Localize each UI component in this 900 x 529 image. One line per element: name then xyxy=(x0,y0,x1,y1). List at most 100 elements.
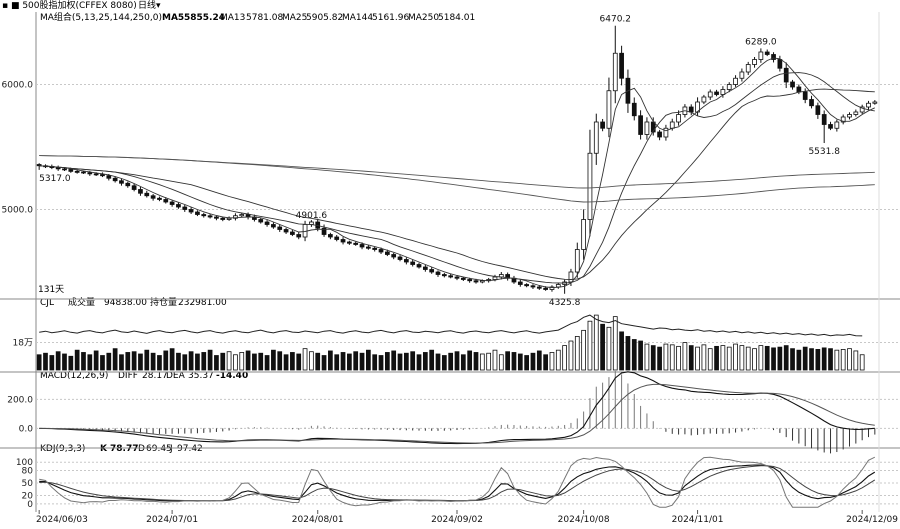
candlestick[interactable] xyxy=(334,236,340,240)
candlestick[interactable] xyxy=(600,121,605,129)
candlestick[interactable] xyxy=(549,286,555,290)
volume-bar[interactable] xyxy=(631,339,637,371)
candlestick[interactable] xyxy=(258,219,264,223)
candlestick[interactable] xyxy=(771,54,776,60)
volume-bar[interactable] xyxy=(131,351,137,371)
candlestick[interactable] xyxy=(220,217,226,220)
candlestick[interactable] xyxy=(479,280,485,283)
volume-bar[interactable] xyxy=(625,336,631,371)
candlestick[interactable] xyxy=(536,286,542,289)
candlestick[interactable] xyxy=(714,91,719,95)
volume-bar[interactable] xyxy=(283,354,289,371)
candlestick[interactable] xyxy=(277,226,283,230)
volume-bar[interactable] xyxy=(62,353,67,371)
candlestick[interactable] xyxy=(36,164,42,167)
candlestick[interactable] xyxy=(422,266,428,270)
volume-bar[interactable] xyxy=(676,345,681,371)
candlestick[interactable] xyxy=(574,249,580,273)
volume-bar[interactable] xyxy=(663,343,669,371)
volume-bar[interactable] xyxy=(258,352,264,371)
volume-bar[interactable] xyxy=(530,352,536,371)
volume-bar[interactable] xyxy=(720,345,726,371)
ma-indicator-name[interactable]: MA组合(5,13,25,144,250,0) xyxy=(40,11,162,23)
volume-bar[interactable] xyxy=(416,354,422,371)
candlestick[interactable] xyxy=(106,175,112,179)
volume-bar[interactable] xyxy=(315,352,321,371)
volume-bar[interactable] xyxy=(524,355,530,371)
volume-bar[interactable] xyxy=(245,350,251,371)
candlestick[interactable] xyxy=(530,285,536,288)
volume-bar[interactable] xyxy=(796,349,802,371)
candlestick[interactable] xyxy=(448,275,454,278)
volume-bar[interactable] xyxy=(714,345,719,371)
volume-bar[interactable] xyxy=(587,320,593,371)
candlestick[interactable] xyxy=(745,64,751,73)
volume-bar[interactable] xyxy=(726,346,732,371)
candlestick[interactable] xyxy=(644,121,650,135)
candlestick[interactable] xyxy=(201,214,207,217)
volume-bar[interactable] xyxy=(650,345,656,371)
candlestick[interactable] xyxy=(828,124,833,129)
candlestick[interactable] xyxy=(62,168,67,171)
volume-bar[interactable] xyxy=(220,352,226,371)
candlestick[interactable] xyxy=(555,284,561,288)
volume-bar[interactable] xyxy=(422,352,428,371)
candlestick[interactable] xyxy=(777,59,783,69)
volume-bar[interactable] xyxy=(214,355,219,371)
volume-bar[interactable] xyxy=(36,354,42,371)
candlestick[interactable] xyxy=(93,173,99,176)
volume-bar[interactable] xyxy=(340,352,346,371)
candlestick[interactable] xyxy=(790,81,795,88)
volume-bar[interactable] xyxy=(334,354,340,371)
candlestick[interactable] xyxy=(264,221,270,225)
volume-bar[interactable] xyxy=(157,355,162,371)
volume-bar[interactable] xyxy=(606,326,612,371)
volume-bar[interactable] xyxy=(125,352,131,371)
candlestick[interactable] xyxy=(441,274,447,277)
candlestick[interactable] xyxy=(783,67,789,83)
volume-bar[interactable] xyxy=(150,352,156,371)
volume-bar[interactable] xyxy=(612,316,618,371)
candlestick[interactable] xyxy=(663,127,669,138)
candlestick[interactable] xyxy=(821,114,827,125)
volume-bar[interactable] xyxy=(847,348,852,371)
volume-bar[interactable] xyxy=(138,353,143,371)
macd-panel[interactable] xyxy=(39,371,876,454)
candlestick[interactable] xyxy=(859,106,865,113)
candlestick[interactable] xyxy=(340,239,346,243)
candlestick[interactable] xyxy=(378,249,384,253)
candlestick[interactable] xyxy=(144,192,150,197)
volume-bar[interactable] xyxy=(43,352,48,371)
volume-bar[interactable] xyxy=(758,345,764,371)
candlestick[interactable] xyxy=(517,281,523,285)
volume-bar[interactable] xyxy=(473,352,479,371)
candlestick[interactable] xyxy=(631,102,637,117)
candlestick[interactable] xyxy=(802,91,808,100)
volume-bar[interactable] xyxy=(391,350,397,371)
volume-bar[interactable] xyxy=(777,346,783,371)
volume-bar[interactable] xyxy=(492,349,498,371)
candlestick[interactable] xyxy=(707,91,713,98)
volume-bar[interactable] xyxy=(252,353,257,371)
candlestick[interactable] xyxy=(866,102,871,108)
volume-bar[interactable] xyxy=(366,349,371,371)
volume-bar[interactable] xyxy=(144,349,150,371)
candlestick[interactable] xyxy=(233,215,238,219)
candlestick[interactable] xyxy=(347,241,352,244)
volume-bar[interactable] xyxy=(752,348,757,371)
volume-bar[interactable] xyxy=(264,355,270,371)
candlestick[interactable] xyxy=(366,246,371,249)
volume-bar[interactable] xyxy=(302,348,308,371)
candlestick[interactable] xyxy=(207,215,213,218)
volume-bar[interactable] xyxy=(112,348,118,371)
candlestick[interactable] xyxy=(752,59,757,65)
volume-bar[interactable] xyxy=(372,354,378,371)
candlestick[interactable] xyxy=(119,180,124,184)
candlestick[interactable] xyxy=(467,279,473,282)
candlestick[interactable] xyxy=(74,170,80,173)
volume-bar[interactable] xyxy=(707,348,713,371)
candlestick[interactable] xyxy=(460,277,466,280)
candlestick[interactable] xyxy=(150,195,156,199)
volume-bar[interactable] xyxy=(568,340,574,371)
candlestick[interactable] xyxy=(492,276,498,280)
